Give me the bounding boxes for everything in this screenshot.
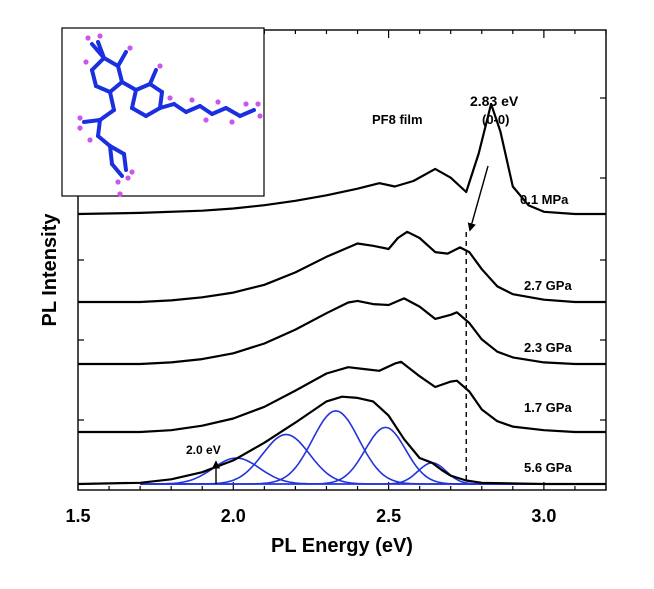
molecule-atom [117,191,123,197]
molecule-bond [224,106,242,118]
x-tick-labels: 1.5 2.0 2.5 3.0 [65,506,556,526]
molecule-bond [144,106,162,118]
molecule-atom [203,117,209,123]
molecule-atom [229,119,235,125]
molecule-atom [157,63,163,69]
series-line-2.7-gpa [78,360,606,434]
series-line-1.7-gpa [78,230,606,304]
molecule-bond [158,90,164,110]
molecule-atom [243,101,249,107]
molecule-atom [127,45,133,51]
molecule-bond [130,106,148,118]
molecule-bond [82,118,102,124]
molecule-bond [108,144,114,166]
x-tick-label: 1.5 [65,506,90,526]
series-label: 2.3 GPa [524,340,572,355]
series-line-2.3-gpa [78,297,606,366]
peak-shift-arrow [467,165,489,232]
series-labels: 0.1 MPa 1.7 GPa 2.3 GPa 2.7 GPa 5.6 GPa [520,192,572,475]
molecule-bond [238,108,256,118]
series-label: 0.1 MPa [520,192,569,207]
molecule-bond [116,64,124,84]
molecule-atom [85,35,91,41]
molecule-atom [97,33,103,39]
series-line-0.1-mpa [77,102,606,216]
molecule-bond [90,56,106,72]
molecule-atom [129,169,135,175]
molecule-bond [108,144,126,156]
molecule-atom [125,175,131,181]
molecule-bond [172,102,188,114]
molecule-bond [116,50,128,68]
molecule-atom [215,99,221,105]
molecule-atom [167,95,173,101]
series-label: 2.7 GPa [524,278,572,293]
molecule-bond [130,88,138,110]
y-axis-title: PL Intensity [39,213,61,327]
gaussian-fit-5 [140,461,544,485]
series-label: 1.7 GPa [524,400,572,415]
molecule-bond [108,90,116,112]
x-tick-label: 3.0 [531,506,556,526]
x-tick-label: 2.0 [221,506,246,526]
molecule-atom [77,115,83,121]
low-energy-label: 2.0 eV [186,443,221,457]
molecule-bond [96,118,102,138]
molecule-bond [148,82,164,94]
peak-label: 2.83 eV [470,93,519,109]
molecule-inset [61,27,265,197]
molecule-atom [77,125,83,131]
molecule-bond [102,56,120,68]
molecule-atom [189,97,195,103]
molecule-bond [148,68,158,86]
x-axis-title: PL Energy (eV) [271,535,413,557]
x-tick-label: 2.5 [376,506,401,526]
molecule-structure-icon [77,33,263,197]
molecule-bond [210,106,228,116]
series-label: 5.6 GPa [524,460,572,475]
molecule-bond [120,80,138,92]
molecule-bond [134,82,152,92]
gaussian-fit-1 [140,457,544,485]
sample-label: PF8 film [372,112,423,127]
gaussian-fits [140,409,544,485]
molecule-bond [98,108,116,122]
molecule-bond [122,152,128,172]
molecule-bond [96,134,112,148]
molecule-bond [184,104,202,114]
molecule-bond [198,104,214,116]
molecule-bond [158,102,176,110]
molecule-atom [255,101,261,107]
peak-sublabel: (0-0) [482,112,509,127]
molecule-bond [108,80,124,94]
molecule-atom [257,113,263,119]
molecule-atom [115,179,121,185]
molecule-atom [87,137,93,143]
molecule-bond [94,84,112,94]
molecule-bond [96,40,106,60]
molecule-atom [83,59,89,65]
molecule-bond [110,162,124,178]
molecule-bond [90,68,98,88]
